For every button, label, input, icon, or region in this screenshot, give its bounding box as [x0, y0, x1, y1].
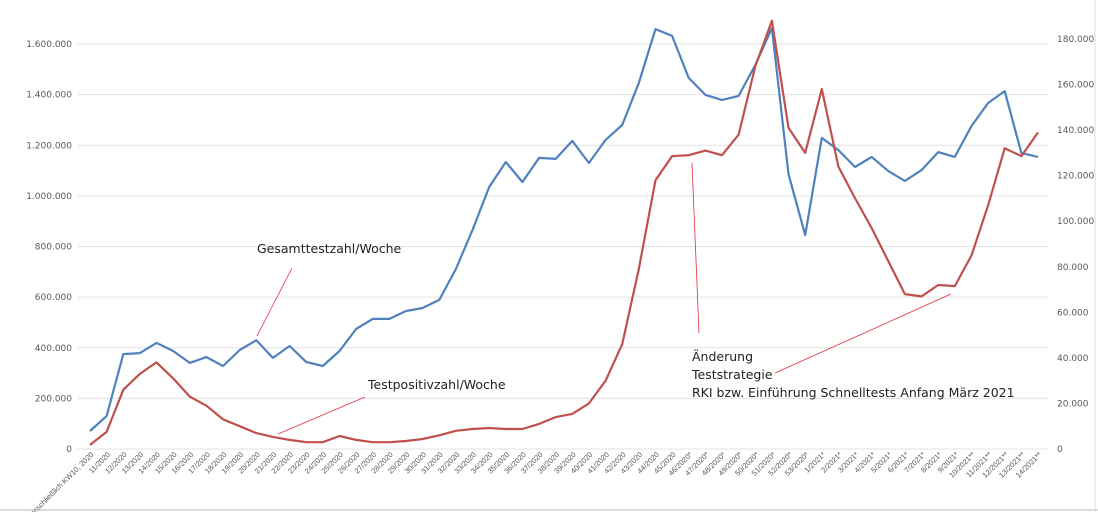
- annotation-positive: Testpositivzahl/Woche: [367, 377, 506, 392]
- left-tick-label: 200.000: [35, 394, 72, 404]
- annotation-pointer-positive: [277, 396, 366, 435]
- right-axis-ticks: 0 20.000 40.000 60.000 80.000 100.000 120.000 1…: [1057, 35, 1094, 455]
- right-tick-label: 120.000: [1057, 172, 1094, 182]
- right-tick-label: 60.000: [1057, 308, 1089, 318]
- series-line-total-tests: [89, 27, 1039, 432]
- annotation-pointer-total: [256, 267, 293, 337]
- left-tick-label: 0: [66, 445, 72, 455]
- annotation-total: Gesamttestzahl/Woche: [257, 241, 402, 256]
- x-tick-label: bis einschließlich KW10, 2020: [18, 450, 95, 512]
- annotation-pointer-schnelltests: [774, 293, 952, 374]
- annotation-change-3: RKI bzw. Einführung Schnelltests Anfang …: [692, 385, 1015, 400]
- right-tick-label: 80.000: [1057, 263, 1089, 273]
- left-tick-label: 400.000: [35, 344, 72, 354]
- right-tick-label: 20.000: [1057, 399, 1089, 409]
- left-tick-label: 1.000.000: [26, 192, 72, 202]
- left-tick-label: 1.200.000: [26, 141, 72, 151]
- left-tick-label: 800.000: [35, 243, 72, 253]
- annotation-pointer-change: [691, 162, 700, 334]
- annotation-change-1: Änderung: [692, 349, 753, 364]
- left-tick-label: 1.600.000: [26, 40, 72, 50]
- gridlines: [78, 43, 1048, 450]
- right-tick-label: 40.000: [1057, 354, 1089, 364]
- right-tick-label: 160.000: [1057, 81, 1094, 91]
- annotation-change-2: Teststrategie: [691, 367, 773, 382]
- series-lines: [89, 19, 1039, 446]
- right-tick-label: 100.000: [1057, 217, 1094, 227]
- series-line-positive-tests: [89, 19, 1039, 446]
- left-tick-label: 1.400.000: [26, 91, 72, 101]
- left-tick-label: 600.000: [35, 293, 72, 303]
- right-tick-label: 180.000: [1057, 35, 1094, 45]
- x-axis-ticks: bis einschließlich KW10, 202011/202012/2…: [18, 450, 1043, 512]
- right-tick-label: 0: [1057, 445, 1063, 455]
- right-tick-label: 140.000: [1057, 126, 1094, 136]
- annotations: Gesamttestzahl/Woche Testpositivzahl/Woc…: [256, 162, 1015, 435]
- left-axis-ticks: 0 200.000 400.000 600.000 800.000 1.000.000 1.…: [26, 40, 72, 455]
